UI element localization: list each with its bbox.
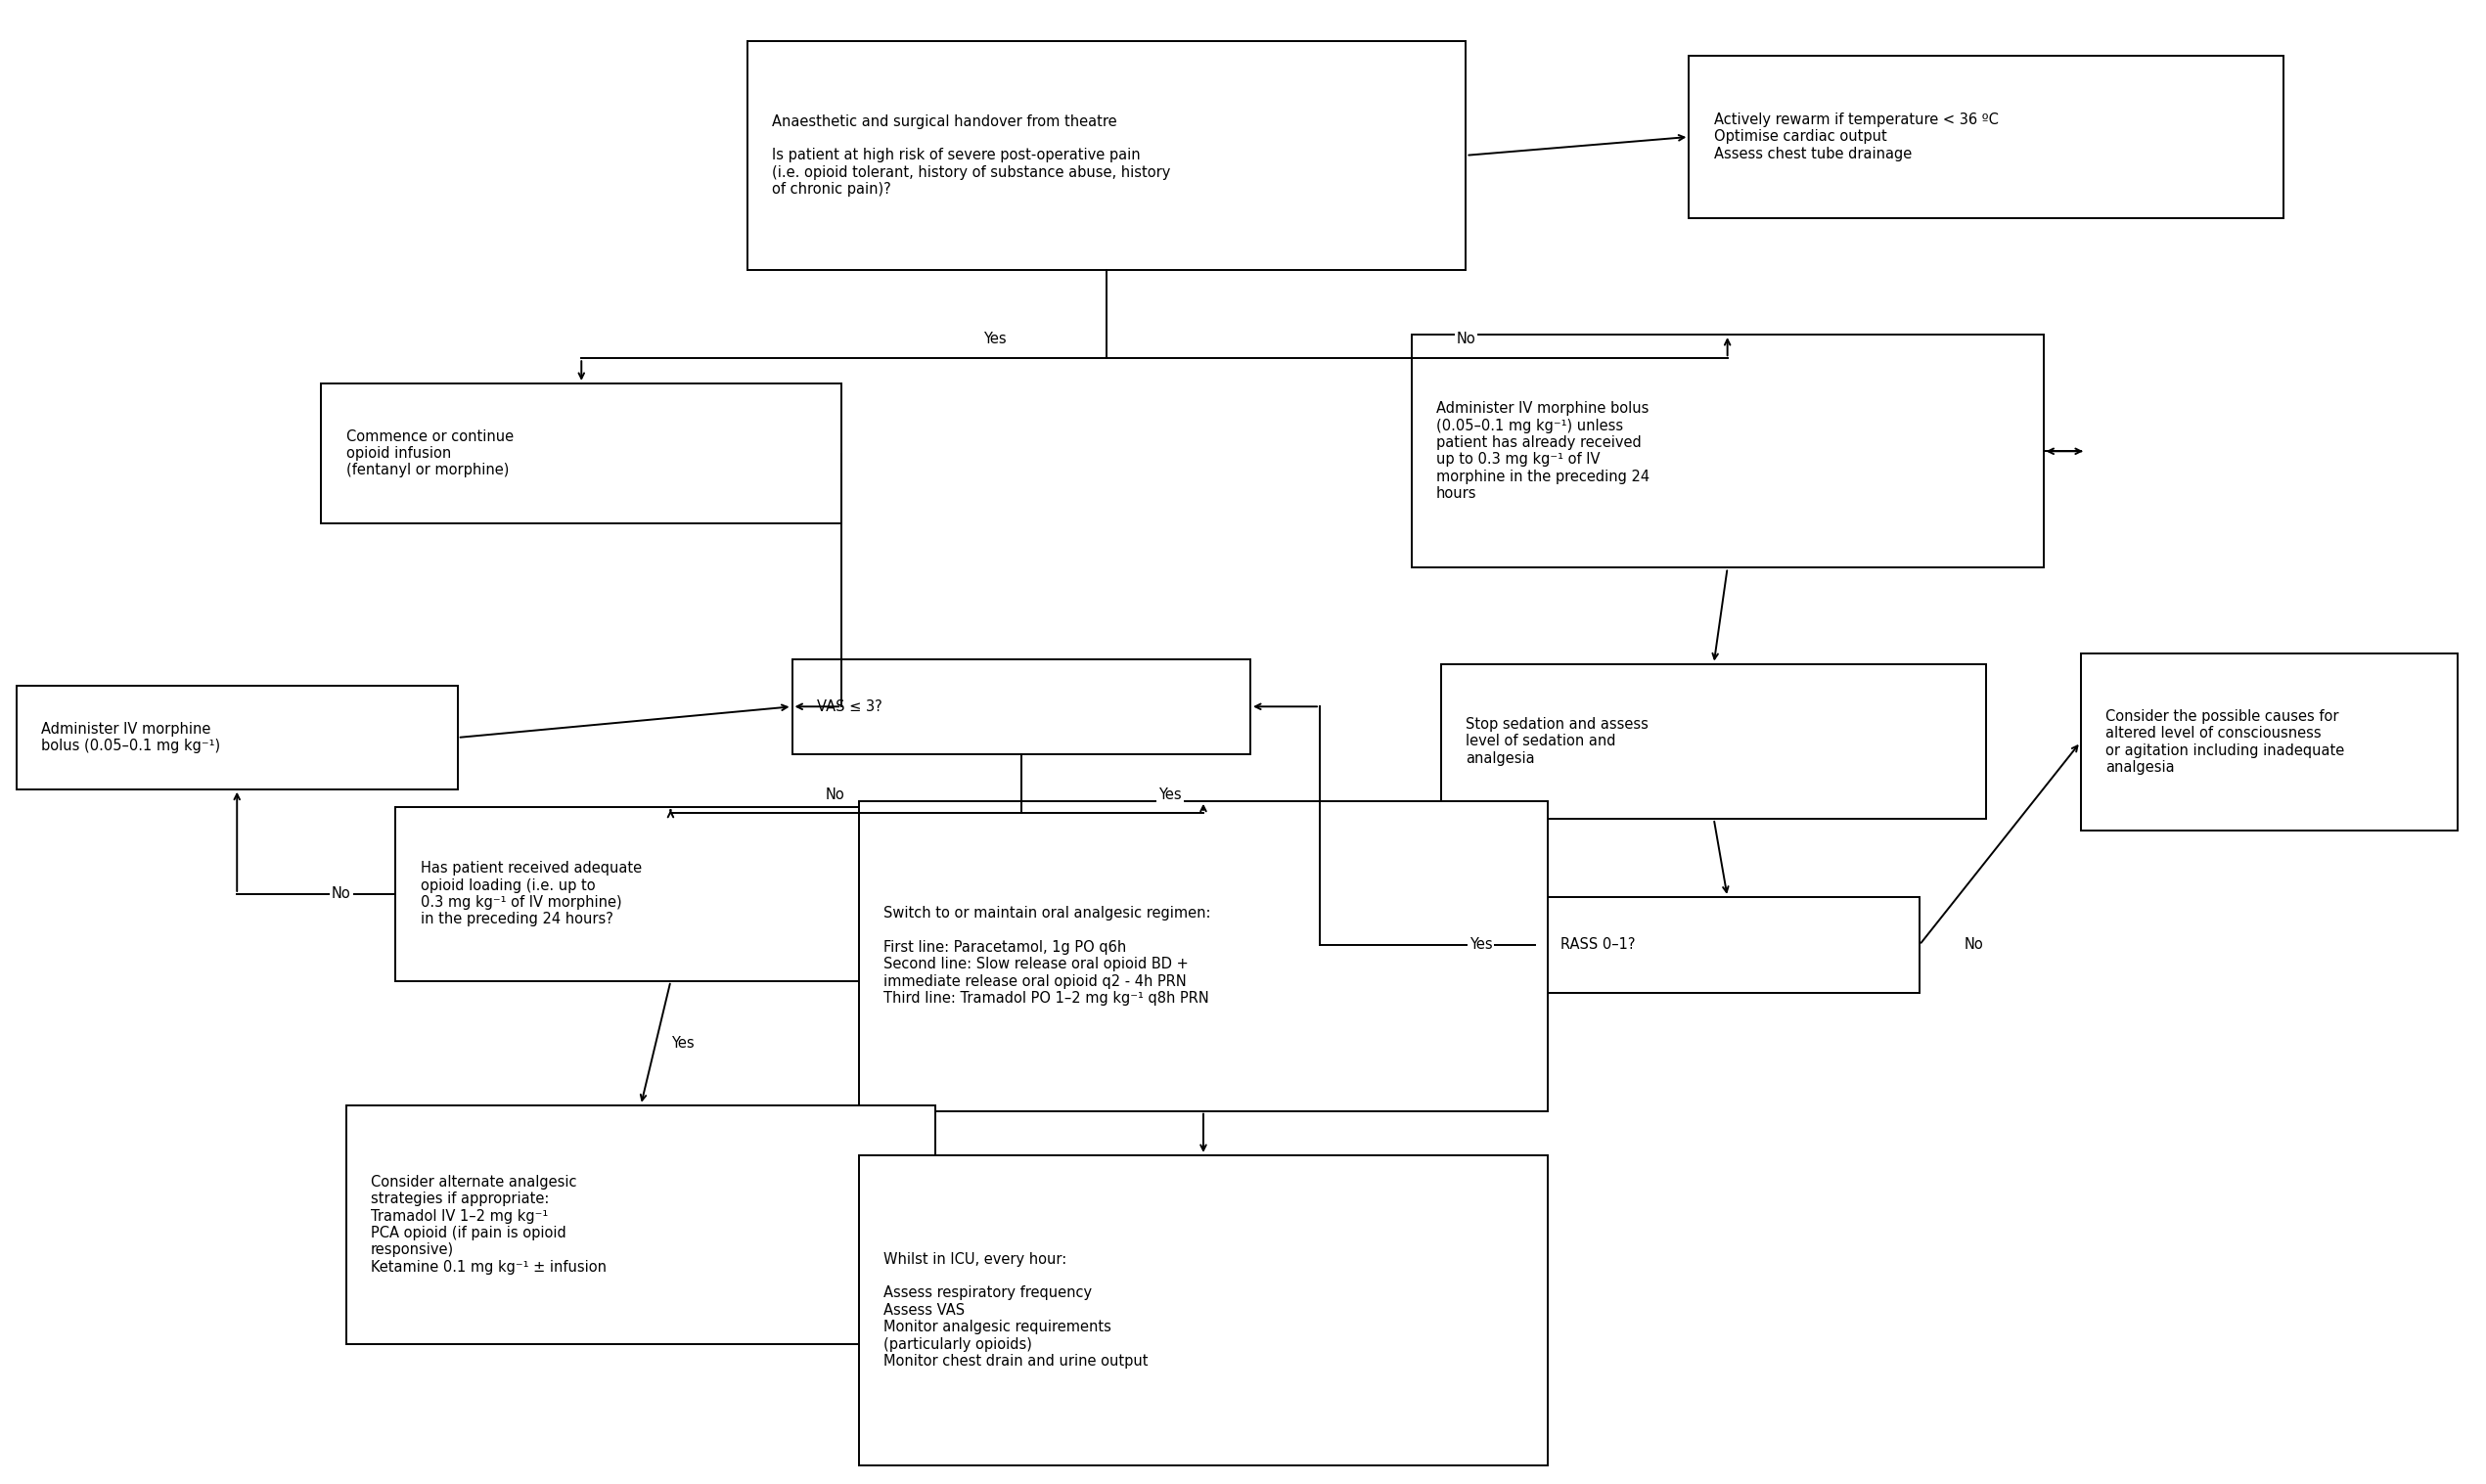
Text: Administer IV morphine
bolus (0.05–0.1 mg kg⁻¹): Administer IV morphine bolus (0.05–0.1 m… [42,721,221,754]
FancyBboxPatch shape [748,42,1467,270]
Text: Yes: Yes [984,332,1007,346]
FancyBboxPatch shape [321,383,843,524]
FancyBboxPatch shape [17,686,457,789]
Text: Stop sedation and assess
level of sedation and
analgesia: Stop sedation and assess level of sedati… [1467,717,1648,766]
Text: Administer IV morphine bolus
(0.05–0.1 mg kg⁻¹) unless
patient has already recei: Administer IV morphine bolus (0.05–0.1 m… [1437,401,1651,502]
Text: Anaesthetic and surgical handover from theatre

Is patient at high risk of sever: Anaesthetic and surgical handover from t… [773,114,1171,197]
FancyBboxPatch shape [395,807,945,981]
FancyBboxPatch shape [1412,335,2043,568]
Text: No: No [1964,938,1984,953]
Text: No: No [331,886,351,901]
Text: Yes: Yes [1469,938,1492,953]
FancyBboxPatch shape [793,659,1250,754]
Text: Consider the possible causes for
altered level of consciousness
or agitation inc: Consider the possible causes for altered… [2106,709,2344,775]
FancyBboxPatch shape [1688,56,2285,218]
Text: RASS 0–1?: RASS 0–1? [1561,938,1636,953]
Text: Yes: Yes [1158,788,1181,803]
Text: VAS ≤ 3?: VAS ≤ 3? [818,699,883,714]
Text: Yes: Yes [671,1036,694,1051]
FancyBboxPatch shape [860,801,1549,1112]
Text: No: No [1457,332,1477,346]
FancyBboxPatch shape [346,1106,935,1345]
FancyBboxPatch shape [2081,653,2456,831]
Text: Actively rewarm if temperature < 36 ºC
Optimise cardiac output
Assess chest tube: Actively rewarm if temperature < 36 ºC O… [1713,113,1999,162]
FancyBboxPatch shape [1442,663,1986,819]
FancyBboxPatch shape [860,1155,1549,1465]
Text: Switch to or maintain oral analgesic regimen:

First line: Paracetamol, 1g PO q6: Switch to or maintain oral analgesic reg… [883,907,1211,1006]
Text: Whilst in ICU, every hour:

Assess respiratory frequency
Assess VAS
Monitor anal: Whilst in ICU, every hour: Assess respir… [883,1252,1149,1368]
Text: Consider alternate analgesic
strategies if appropriate:
Tramadol IV 1–2 mg kg⁻¹
: Consider alternate analgesic strategies … [370,1175,607,1275]
Text: Commence or continue
opioid infusion
(fentanyl or morphine): Commence or continue opioid infusion (fe… [346,429,515,478]
Text: Has patient received adequate
opioid loading (i.e. up to
0.3 mg kg⁻¹ of IV morph: Has patient received adequate opioid loa… [420,861,641,928]
FancyBboxPatch shape [1536,896,1919,993]
Text: No: No [825,788,845,803]
